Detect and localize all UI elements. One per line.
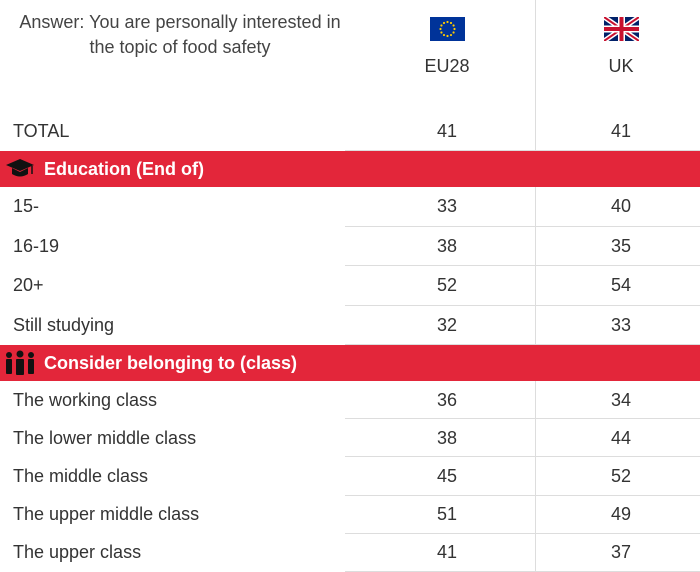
cell-value: 54 <box>610 275 632 296</box>
table-row: The middle class 45 52 <box>0 457 700 496</box>
table-row: 20+ 52 54 <box>0 266 700 306</box>
row-separator <box>345 532 700 534</box>
table-row: The lower middle class 38 44 <box>0 419 700 458</box>
row-label: 16-19 <box>13 235 60 256</box>
row-separator <box>345 304 700 306</box>
cell-value: 34 <box>610 389 632 410</box>
cell-value: 44 <box>610 427 632 448</box>
row-separator <box>345 418 700 420</box>
class-icon <box>6 350 34 375</box>
column-header: UK <box>608 56 634 76</box>
section-title: Consider belonging to (class) <box>44 352 298 373</box>
cell-value: 38 <box>436 427 458 448</box>
cell-value: 38 <box>436 235 458 256</box>
row-separator <box>345 225 700 227</box>
row-separator <box>345 265 700 266</box>
cell-value: 33 <box>436 196 458 217</box>
cell-value: 40 <box>610 196 632 217</box>
table-row: Still studying 32 33 <box>0 306 700 345</box>
row-separator <box>345 494 700 496</box>
row-label: The upper middle class <box>13 504 200 525</box>
row-separator <box>345 344 700 345</box>
cell-value: 45 <box>436 465 458 486</box>
cell-value: 51 <box>436 504 458 525</box>
cell-value: 41 <box>610 120 632 141</box>
row-label: The middle class <box>13 465 149 486</box>
cell-value: 41 <box>436 542 458 563</box>
cell-value: 52 <box>610 465 632 486</box>
cell-value: 36 <box>436 389 458 410</box>
column-header: EU28 <box>424 56 470 76</box>
row-separator <box>345 570 700 572</box>
cell-value: 33 <box>610 314 632 335</box>
row-label: Still studying <box>13 314 115 335</box>
question: Answer: You are personally interested in… <box>19 12 341 57</box>
cell-value: 35 <box>610 235 632 256</box>
table-row: 16-19 38 35 <box>0 227 700 266</box>
cell-value: 52 <box>436 275 458 296</box>
row-label: 20+ <box>13 275 44 296</box>
section-title: Education (End of) <box>44 158 204 179</box>
row-label: The upper class <box>13 542 142 563</box>
cell-value: 49 <box>610 504 632 525</box>
row-separator <box>345 456 700 458</box>
table-row: 15- 33 40 <box>0 187 700 227</box>
row-label: TOTAL <box>13 120 70 141</box>
table-row: The upper class 41 37 <box>0 534 700 572</box>
table-row: The upper middle class 51 49 <box>0 496 700 534</box>
section-band: Education (End of) <box>0 151 700 187</box>
column-divider <box>535 0 536 572</box>
row-label: 15- <box>13 196 40 217</box>
table-row: TOTAL 41 41 <box>0 111 700 151</box>
education-icon <box>6 159 34 177</box>
uk-flag <box>604 17 639 41</box>
section-band: Consider belonging to (class) <box>0 345 700 381</box>
row-separator <box>345 150 700 151</box>
row-label: The working class <box>13 389 158 410</box>
eu-flag <box>430 17 465 41</box>
row-label: The lower middle class <box>13 427 197 448</box>
table-row: The working class 36 34 <box>0 381 700 420</box>
cell-value: 37 <box>610 542 632 563</box>
cell-value: 32 <box>436 314 458 335</box>
cell-value: 41 <box>436 120 458 141</box>
